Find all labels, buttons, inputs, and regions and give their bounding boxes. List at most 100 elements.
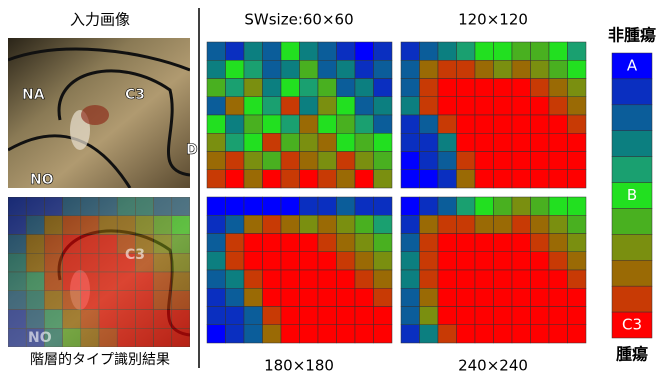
heatmap-cell (318, 234, 337, 252)
heatmap-cell (81, 253, 99, 272)
heatmap-cell (568, 133, 587, 151)
heatmap-cell (512, 252, 531, 270)
heatmap-cell (154, 235, 172, 254)
heatmap-cell (44, 253, 62, 272)
heatmap-cell (318, 252, 337, 270)
heatmap-cell (226, 325, 245, 343)
heatmap-cell (475, 288, 494, 306)
heatmap-cell (135, 291, 153, 310)
heatmap-cell (300, 215, 319, 233)
heatmap-cell (420, 252, 439, 270)
heatmap-cell (263, 60, 282, 78)
heatmap-cell (420, 215, 439, 233)
heatmap-cell (337, 79, 356, 97)
heatmap-cell (355, 115, 374, 133)
heatmap-cell (420, 197, 439, 215)
heatmap-cell (44, 310, 62, 329)
heatmap-cell (99, 216, 117, 235)
heatmap-cell (531, 79, 550, 97)
heatmap-cell (401, 115, 420, 133)
heatmap-cell (568, 115, 587, 133)
heatmap-cell (244, 307, 263, 325)
heatmap-cell (512, 307, 531, 325)
heatmap-cell (207, 170, 226, 188)
heatmap-cell (401, 234, 420, 252)
heatmap-cell (549, 252, 568, 270)
heatmap-cell (420, 115, 439, 133)
heatmap-cell (531, 197, 550, 215)
heatmap-cell (549, 215, 568, 233)
heatmap-cell (420, 234, 439, 252)
heatmap-cell (207, 252, 226, 270)
heatmap-cell (263, 325, 282, 343)
heatmap-cell (337, 152, 356, 170)
heatmap-cell (244, 325, 263, 343)
heatmap-cell (457, 60, 476, 78)
heatmap-cell (244, 79, 263, 97)
heatmap-cell (135, 197, 153, 216)
heatmap-cell (99, 235, 117, 254)
heatmap-cell (494, 60, 513, 78)
heatmap-cell (281, 97, 300, 115)
heatmap-cell (226, 152, 245, 170)
heatmap-cell (300, 307, 319, 325)
heatmap-cell (549, 79, 568, 97)
heatmap-cell (337, 234, 356, 252)
heatmap-cell (549, 234, 568, 252)
heatmap-cell (401, 215, 420, 233)
heatmap-cell (420, 152, 439, 170)
heatmap-cell (512, 170, 531, 188)
heatmap-cell (99, 197, 117, 216)
heatmap-cell (568, 307, 587, 325)
heatmap-cell (494, 270, 513, 288)
heatmap-cell (300, 234, 319, 252)
heatmap-cell (337, 252, 356, 270)
heatmap-cell (475, 152, 494, 170)
heatmap-cell (300, 152, 319, 170)
heatmap-cell (420, 79, 439, 97)
heatmap-cell (281, 325, 300, 343)
heatmap-cell (549, 97, 568, 115)
heatmap-cell (318, 79, 337, 97)
heatmap-cell (374, 79, 393, 97)
heatmap-cell (494, 325, 513, 343)
heatmap-cell (438, 115, 457, 133)
heatmap-cell (355, 252, 374, 270)
heatmap-cell (244, 234, 263, 252)
heatmap-cell (438, 288, 457, 306)
heatmap-cell (568, 325, 587, 343)
heatmap-cell (355, 270, 374, 288)
heatmap-cell (568, 170, 587, 188)
colorbar-swatch (612, 208, 652, 234)
heatmap-cell (63, 291, 81, 310)
heatmap-cell (172, 253, 190, 272)
heatmap-cell (438, 170, 457, 188)
heatmap-cell (401, 97, 420, 115)
heatmap-cell (355, 133, 374, 151)
photo-label: C3 (125, 247, 145, 263)
heatmap-cell (420, 170, 439, 188)
heatmap-cell (154, 197, 172, 216)
heatmap-cell (263, 215, 282, 233)
heatmap-cell (374, 197, 393, 215)
heatmap-cell (531, 325, 550, 343)
heatmap-cell (494, 234, 513, 252)
panel-title: 240×240 (458, 357, 528, 375)
heatmap-cell (63, 197, 81, 216)
heatmap-cell (300, 170, 319, 188)
heatmap-cell (420, 307, 439, 325)
heatmap-cell (8, 235, 26, 254)
heatmap-cell (549, 270, 568, 288)
heatmap-cell (281, 152, 300, 170)
heatmap-cell (337, 288, 356, 306)
heatmap-cell (549, 115, 568, 133)
heatmap-cell (401, 270, 420, 288)
heatmap-cell (568, 42, 587, 60)
heatmap-cell (281, 252, 300, 270)
colorbar-bottom-label: 腫瘍 (616, 345, 648, 364)
heatmap-cell (494, 79, 513, 97)
heatmap-cell (374, 234, 393, 252)
heatmap-cell (81, 216, 99, 235)
colorbar-swatch (612, 286, 652, 312)
heatmap-cell (438, 197, 457, 215)
